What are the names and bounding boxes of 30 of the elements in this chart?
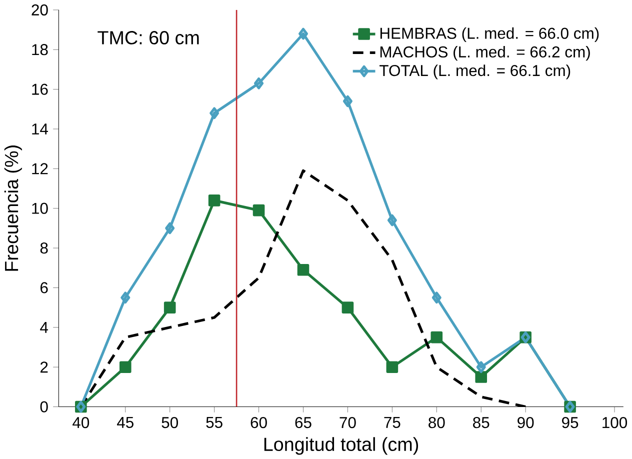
y-tick-label: 0: [40, 401, 48, 412]
x-axis-title: Longitud total (cm): [264, 437, 418, 455]
y-tick-label: 20: [32, 4, 48, 16]
x-tick-label: 55: [206, 416, 222, 428]
y-tick-label: 12: [32, 163, 48, 174]
y-tick-label: 6: [40, 282, 48, 294]
y-tick-label: 8: [40, 242, 48, 254]
y-tick-label: 14: [32, 124, 48, 134]
x-tick-label: 45: [117, 416, 134, 428]
legend-label: HEMBRAS (L. med. = 66.0 cm): [380, 27, 599, 42]
x-tick-label: 90: [518, 416, 534, 428]
y-tick-label: 2: [40, 362, 48, 373]
x-tick-label: 65: [295, 416, 312, 428]
y-axis-title: Frecuencia (%): [4, 146, 22, 271]
x-tick-label: 85: [473, 416, 490, 428]
x-tick-label: 75: [384, 416, 400, 428]
legend-label: MACHOS (L. med. = 66.2 cm): [380, 46, 590, 61]
y-tick-label: 18: [32, 44, 48, 56]
y-tick-label: 4: [40, 322, 48, 333]
legend-label: TOTAL (L. med. = 66.1 cm): [380, 64, 570, 80]
y-tick-label: 16: [32, 84, 48, 95]
x-tick-label: 60: [250, 416, 267, 428]
annotation: TMC: 60 cm: [98, 30, 199, 44]
x-tick-label: 70: [340, 416, 356, 428]
x-tick-label: 50: [162, 416, 178, 428]
x-tick-label: 80: [428, 416, 445, 428]
x-tick-label: 100: [602, 416, 628, 428]
x-tick-label: 40: [72, 416, 90, 428]
y-tick-label: 10: [32, 202, 48, 214]
x-tick-label: 95: [562, 416, 578, 428]
